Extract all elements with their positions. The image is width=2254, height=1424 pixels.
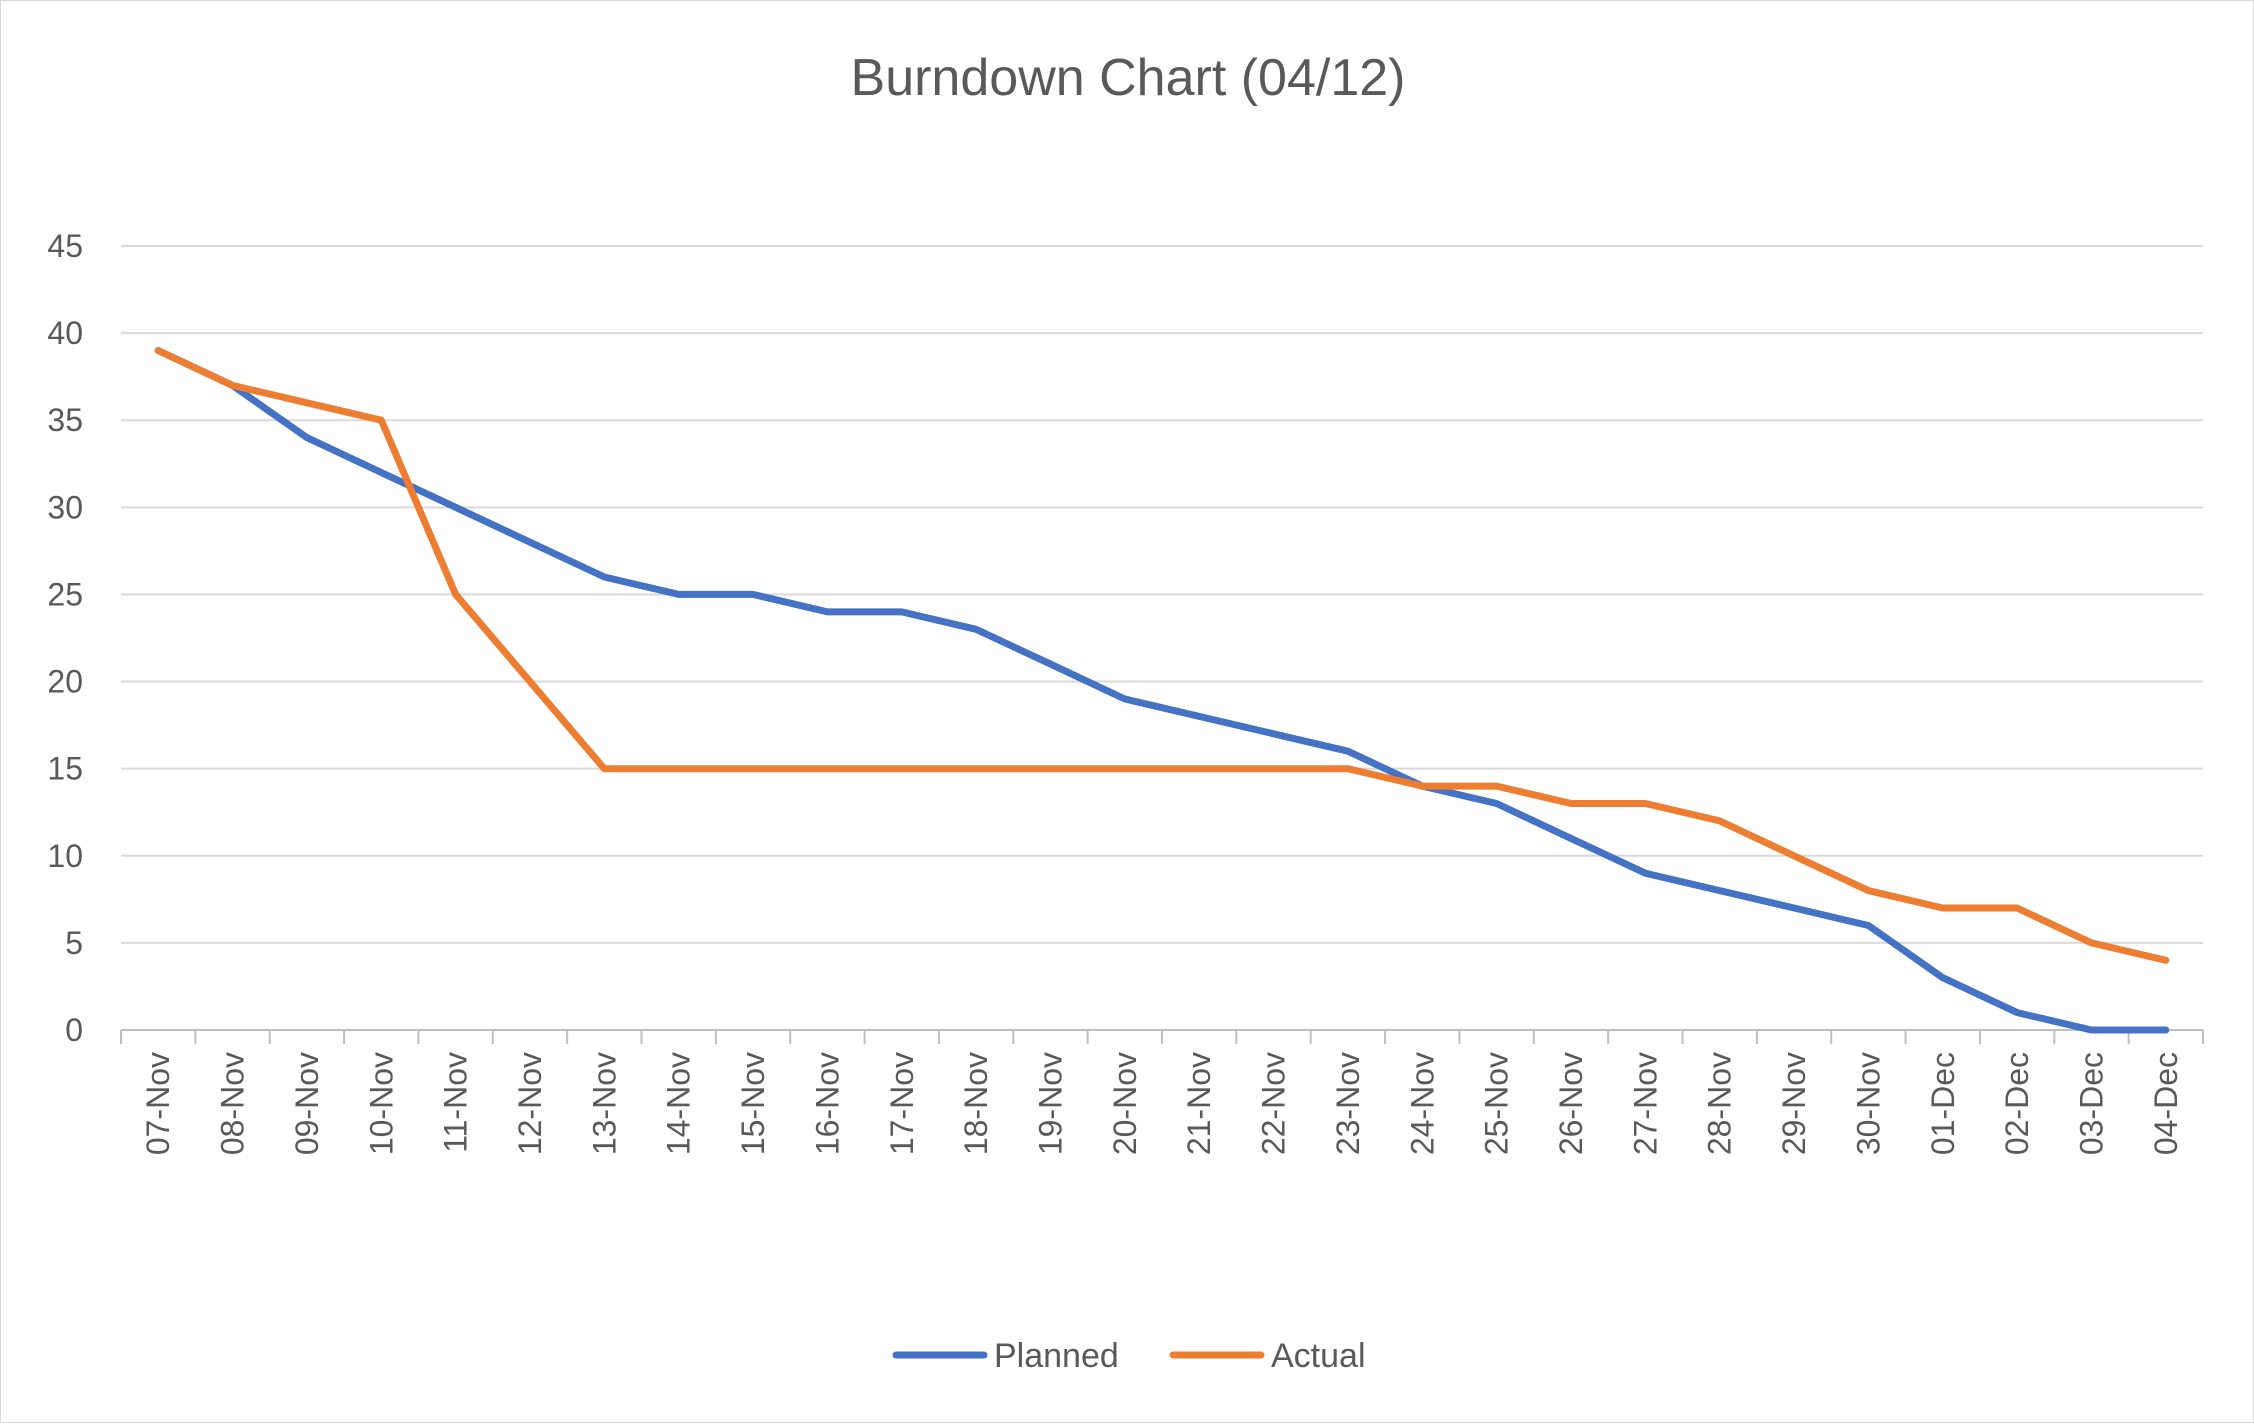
x-axis-tick-labels: 07-Nov 08-Nov 09-Nov 10-Nov 11-Nov 12-Nov 13-N… [140,1052,2184,1155]
x-axis [120,1029,2204,1044]
x-tick-label: 08-Nov [215,1052,251,1155]
x-tick-label: 07-Nov [140,1052,176,1155]
y-tick-label: 20 [47,664,83,700]
y-tick-label: 30 [47,489,83,525]
x-tick-label: 20-Nov [1107,1052,1143,1155]
x-tick-label: 16-Nov [809,1052,845,1155]
legend-label-actual: Actual [1271,1337,1366,1375]
x-tick-label: 30-Nov [1850,1052,1886,1155]
y-tick-label: 45 [47,228,83,264]
x-tick-label: 13-Nov [586,1052,622,1155]
y-tick-label: 0 [65,1012,83,1048]
series-line-actual [154,347,2170,964]
x-tick-label: 18-Nov [958,1052,994,1155]
x-tick-label: 29-Nov [1776,1052,1812,1155]
x-tick-label: 26-Nov [1553,1052,1589,1155]
y-tick-label: 35 [47,402,83,438]
x-tick-label: 19-Nov [1032,1052,1068,1155]
y-tick-label: 15 [47,751,83,787]
x-tick-label: 03-Dec [2073,1052,2109,1155]
x-tick-label: 28-Nov [1702,1052,1738,1155]
x-tick-label: 21-Nov [1181,1052,1217,1155]
y-tick-label: 40 [47,315,83,351]
series-line-planned [154,347,2170,1034]
x-tick-label: 15-Nov [735,1052,771,1155]
x-tick-label: 22-Nov [1256,1052,1292,1155]
chart-title: Burndown Chart (04/12) [851,49,1406,107]
x-tick-label: 25-Nov [1479,1052,1515,1155]
gridlines [121,245,2203,944]
y-axis: 0 5 10 15 20 25 30 35 40 45 [47,228,83,1048]
legend: Planned Actual [892,1337,1366,1375]
x-tick-label: 02-Dec [1999,1052,2035,1155]
x-tick-label: 17-Nov [884,1052,920,1155]
x-tick-label: 04-Dec [2148,1052,2184,1155]
y-tick-label: 5 [65,925,83,961]
y-tick-label: 10 [47,838,83,874]
legend-label-planned: Planned [994,1337,1119,1375]
x-tick-label: 01-Dec [1925,1052,1961,1155]
series-lines [154,347,2170,1034]
x-tick-label: 23-Nov [1330,1052,1366,1155]
x-tick-label: 10-Nov [363,1052,399,1155]
x-tick-label: 12-Nov [512,1052,548,1155]
x-tick-label: 09-Nov [289,1052,325,1155]
x-tick-label: 11-Nov [438,1052,474,1153]
y-tick-label: 25 [47,576,83,612]
x-tick-label: 27-Nov [1627,1052,1663,1155]
x-tick-label: 14-Nov [661,1052,697,1155]
x-tick-label: 24-Nov [1404,1052,1440,1155]
